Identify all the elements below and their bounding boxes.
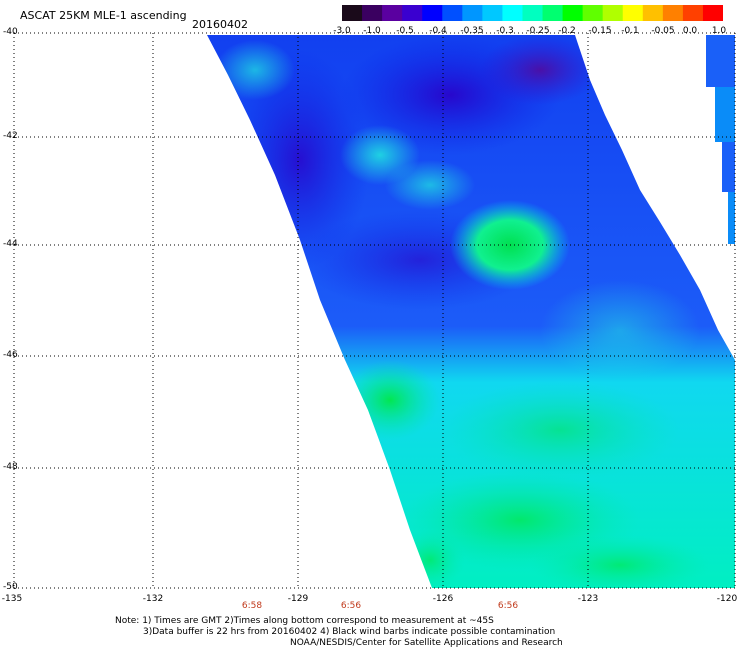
- product-date: 20160402: [192, 18, 248, 31]
- scale-swatch: [422, 5, 443, 21]
- scale-swatch: [662, 5, 684, 21]
- lon-label: -129: [287, 594, 309, 604]
- scale-swatch: [502, 5, 524, 21]
- scale-label: 0.0: [682, 26, 698, 36]
- lat-label: -50: [3, 582, 18, 592]
- scale-label: -0.15: [588, 26, 612, 36]
- scale-label: -0.4: [429, 26, 447, 36]
- scale-swatch: [342, 5, 363, 21]
- scale-swatch: [382, 5, 403, 21]
- product-title: ASCAT 25KM MLE-1 ascending: [20, 9, 187, 22]
- scale-label: -3.0: [333, 26, 351, 36]
- lat-lon-grid: [13, 32, 736, 589]
- time-label: 6:58: [241, 601, 263, 611]
- scale-swatch: [642, 5, 664, 21]
- lon-label: -126: [432, 594, 454, 604]
- lat-label: -42: [3, 131, 18, 141]
- note-line-2: 3)Data buffer is 22 hrs from 20160402 4)…: [143, 627, 556, 637]
- scale-label: -0.35: [460, 26, 484, 36]
- lat-label: -44: [3, 239, 18, 249]
- scale-swatch: [562, 5, 584, 21]
- lon-label: -123: [577, 594, 599, 604]
- scale-swatch: [622, 5, 644, 21]
- scale-swatch: [602, 5, 624, 21]
- scale-swatch: [682, 5, 704, 21]
- lon-label: -120: [716, 594, 738, 604]
- scale-swatch: [582, 5, 604, 21]
- scale-swatch: [702, 5, 724, 21]
- scale-label: -0.2: [558, 26, 576, 36]
- scale-swatch: [462, 5, 483, 21]
- scale-label: -1.0: [363, 26, 381, 36]
- scale-swatch: [402, 5, 423, 21]
- color-scale-swatches: [342, 5, 724, 21]
- lat-label: -48: [3, 462, 18, 472]
- scale-swatch: [482, 5, 504, 21]
- note-line-1: Note: 1) Times are GMT 2)Times along bot…: [115, 616, 494, 626]
- lon-label: -135: [1, 594, 23, 604]
- lat-label: -40: [3, 27, 18, 37]
- right-edge-patch: [706, 35, 735, 244]
- scale-label: -0.5: [396, 26, 414, 36]
- lon-label: -132: [142, 594, 164, 604]
- scale-label: -0.25: [526, 26, 550, 36]
- scale-swatch: [522, 5, 544, 21]
- scale-label: 1.0: [711, 26, 727, 36]
- scale-label: -0.05: [651, 26, 675, 36]
- color-scale-labels: -3.0 -1.0 -0.5 -0.4 -0.35 -0.3 -0.25 -0.…: [0, 26, 740, 38]
- scale-swatch: [362, 5, 383, 21]
- color-scale-bar: [342, 5, 724, 21]
- time-label: 6:56: [497, 601, 519, 611]
- time-label: 6:56: [340, 601, 362, 611]
- scale-label: -0.3: [496, 26, 514, 36]
- scale-label: -0.1: [621, 26, 639, 36]
- lat-label: -46: [3, 350, 18, 360]
- wind-swath: [207, 35, 735, 588]
- scale-swatch: [442, 5, 463, 21]
- scale-swatch: [542, 5, 564, 21]
- note-line-3: NOAA/NESDIS/Center for Satellite Applica…: [290, 638, 563, 648]
